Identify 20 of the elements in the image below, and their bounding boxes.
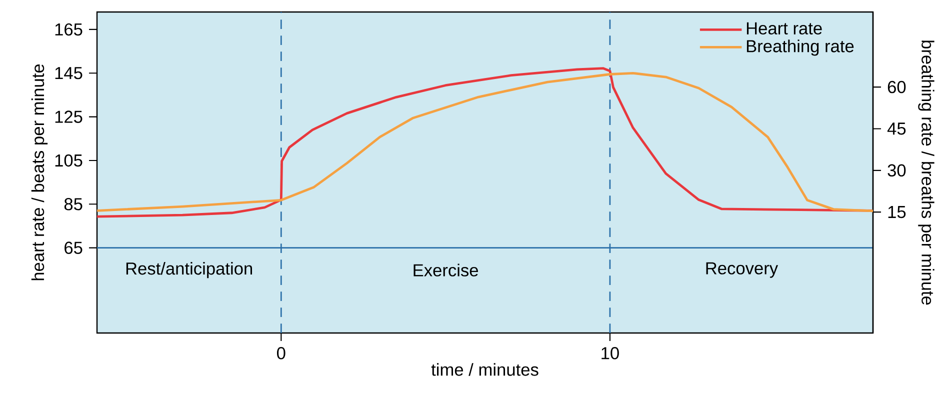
y-tick-label: 165 bbox=[55, 23, 82, 36]
y2-tick-label: 45 bbox=[887, 122, 906, 135]
y-tick-label: 85 bbox=[64, 198, 82, 210]
x-axis-title: time / minutes bbox=[431, 363, 538, 376]
y2-tick-label: 60 bbox=[888, 80, 906, 94]
y2-tick-label: 15 bbox=[888, 206, 906, 218]
legend-label: Heart rate bbox=[746, 22, 822, 34]
legend-label: Breathing rate bbox=[746, 40, 854, 56]
y-tick-label: 65 bbox=[64, 242, 82, 254]
x-tick-label: 0 bbox=[276, 347, 286, 360]
x-tick-label: 10 bbox=[602, 347, 619, 360]
y-axis-title: heart rate / beats per minute bbox=[31, 64, 48, 280]
y2-tick-label: 30 bbox=[888, 164, 906, 177]
annotation: Recovery bbox=[706, 262, 778, 278]
y-tick-label: 145 bbox=[55, 67, 82, 80]
y-tick-label: 125 bbox=[55, 110, 82, 123]
y2-axis-title: breathing rate / breaths per minute bbox=[918, 40, 934, 305]
y-tick-label: 105 bbox=[55, 154, 82, 167]
annotation: Exercise bbox=[414, 264, 478, 276]
annotation: Rest/anticipation bbox=[126, 262, 252, 278]
